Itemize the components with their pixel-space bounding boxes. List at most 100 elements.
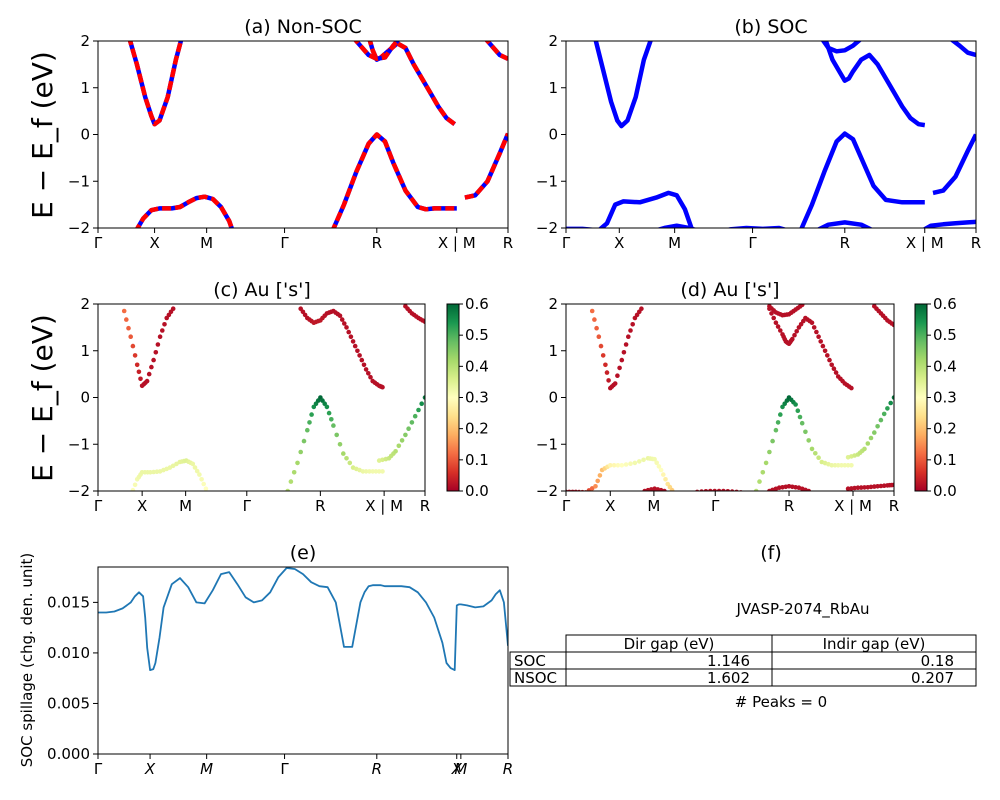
projection-point bbox=[816, 334, 821, 340]
projection-point bbox=[334, 432, 340, 438]
x-tick-label: X bbox=[144, 760, 156, 778]
y-tick-label: 1 bbox=[548, 79, 558, 97]
projection-point bbox=[708, 488, 713, 491]
panel-d-title: (d) Au ['s'] bbox=[680, 279, 779, 301]
band-line-nonsoc-dash bbox=[367, 41, 457, 127]
projection-point bbox=[829, 463, 834, 468]
x-tick-label: Γ bbox=[748, 234, 757, 252]
projection-point bbox=[363, 367, 369, 372]
y-tick-label: −1 bbox=[68, 172, 90, 190]
x-tick-label: R bbox=[784, 497, 794, 515]
projection-point bbox=[628, 328, 633, 333]
colorbar-tick-label: 0.5 bbox=[933, 326, 957, 344]
y-tick-label: 0 bbox=[80, 126, 90, 144]
projection-point bbox=[891, 395, 894, 400]
panel-a-frame bbox=[97, 40, 509, 229]
projection-point bbox=[344, 325, 349, 330]
projection-point bbox=[350, 339, 356, 344]
projection-point bbox=[833, 370, 839, 375]
x-tick-label: R bbox=[889, 497, 899, 515]
panel-c-points bbox=[121, 304, 425, 491]
projection-point bbox=[865, 441, 871, 446]
projection-point bbox=[845, 486, 851, 491]
projection-point bbox=[357, 353, 362, 358]
projection-point bbox=[780, 404, 785, 410]
projection-point bbox=[162, 322, 167, 327]
projection-point bbox=[337, 313, 343, 319]
projection-point bbox=[130, 487, 136, 491]
projection-point bbox=[597, 473, 603, 478]
projection-point bbox=[632, 460, 638, 466]
x-tick-label: Γ bbox=[94, 497, 103, 515]
projection-point bbox=[124, 317, 129, 322]
projection-point bbox=[656, 464, 662, 469]
projection-point bbox=[192, 465, 198, 470]
table-cell-value: 1.602 bbox=[707, 669, 750, 687]
projection-point bbox=[637, 459, 642, 464]
projection-point bbox=[712, 488, 717, 491]
projection-point bbox=[868, 435, 874, 441]
projection-point bbox=[596, 334, 602, 340]
x-tick-label: Γ bbox=[562, 234, 571, 252]
x-tick-label: X bbox=[137, 497, 147, 515]
projection-point bbox=[203, 486, 209, 491]
y-tick-label: 0 bbox=[548, 389, 558, 407]
x-tick-label: X | M bbox=[906, 234, 944, 252]
band-line-soc bbox=[949, 41, 976, 58]
projection-point bbox=[146, 371, 152, 377]
band-line-soc bbox=[725, 225, 788, 228]
projection-point bbox=[406, 426, 411, 432]
panel-c-frame bbox=[97, 303, 426, 492]
band-line-soc bbox=[922, 219, 976, 228]
projection-point bbox=[322, 401, 328, 407]
projection-point bbox=[370, 469, 376, 474]
band-line-nonsoc-dash bbox=[484, 41, 508, 61]
projection-point bbox=[337, 442, 343, 447]
table-cell bbox=[771, 668, 977, 687]
projection-point bbox=[567, 489, 572, 491]
projection-point bbox=[855, 485, 861, 491]
projection-point bbox=[757, 479, 762, 484]
projection-point bbox=[201, 481, 206, 487]
y-tick-label: 2 bbox=[80, 295, 90, 313]
panel-b-title: (b) SOC bbox=[734, 16, 807, 38]
x-tick-label: R bbox=[420, 497, 430, 515]
projection-point bbox=[658, 467, 664, 473]
y-tick-label: 0 bbox=[548, 126, 558, 144]
projection-point bbox=[862, 485, 867, 490]
projection-point bbox=[606, 378, 611, 383]
projection-point bbox=[829, 362, 834, 368]
projection-point bbox=[760, 470, 766, 475]
projection-point bbox=[132, 353, 138, 358]
panel-e-frame bbox=[97, 566, 509, 755]
projection-point bbox=[409, 420, 415, 425]
projection-point bbox=[608, 463, 613, 468]
projection-point bbox=[734, 489, 739, 491]
panel-f-gap-table: (f) JVASP-2074_RbAu Dir gap (eV) Indir g… bbox=[509, 542, 977, 711]
y-tick-label: −2 bbox=[68, 482, 90, 500]
colorbar-tick-label: 0.5 bbox=[465, 326, 489, 344]
projection-point bbox=[307, 420, 312, 425]
projection-point bbox=[399, 438, 405, 443]
projection-point bbox=[842, 463, 848, 468]
y-tick-label: −2 bbox=[68, 219, 90, 237]
projection-point bbox=[803, 487, 808, 491]
x-tick-label: R bbox=[315, 497, 325, 515]
x-tick-label: R bbox=[503, 760, 513, 778]
projection-point bbox=[128, 334, 133, 340]
projection-point bbox=[615, 373, 620, 379]
y-tick-label: 1 bbox=[80, 342, 90, 360]
projection-point bbox=[352, 343, 358, 349]
projection-point bbox=[153, 350, 159, 355]
projection-point bbox=[373, 469, 379, 474]
x-tick-label: X | M bbox=[365, 497, 403, 515]
colorbar-tick-label: 0.0 bbox=[933, 482, 957, 500]
projection-point bbox=[827, 357, 832, 363]
projection-point bbox=[661, 472, 666, 477]
projection-point bbox=[888, 400, 893, 406]
projection-point bbox=[729, 489, 735, 491]
projection-point bbox=[872, 484, 877, 489]
projection-point bbox=[619, 463, 625, 468]
